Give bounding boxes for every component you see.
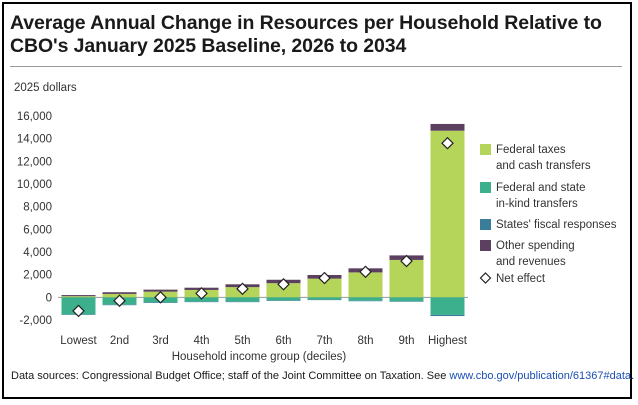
x-tick-label: Lowest (60, 335, 97, 347)
x-tick-label: 4th (194, 335, 210, 347)
legend-swatch (480, 240, 491, 251)
x-tick-label: Highest (428, 335, 468, 347)
x-tick-label: 9th (399, 335, 415, 347)
x-tick-label: 2nd (110, 335, 129, 347)
bar-segment (348, 300, 383, 302)
net-effect-marker (277, 277, 290, 291)
y-tick-label: 8,000 (23, 202, 52, 214)
legend-swatch (480, 144, 491, 155)
bar-segment (61, 295, 96, 297)
bar-segment (307, 297, 342, 300)
y-tick-label: 2,000 (23, 270, 52, 282)
y-tick-label: 12,000 (17, 156, 52, 168)
bar-segment (430, 314, 465, 317)
y-tick-label: 6,000 (23, 224, 52, 236)
bar-segment (430, 123, 465, 131)
footer-sources: Data sources: Congressional Budget Offic… (11, 370, 634, 382)
bar-segment (61, 296, 96, 298)
bar-segment (266, 297, 301, 301)
footer-text: Data sources: Congressional Budget Offic… (11, 370, 450, 382)
legend-label: and cash transfers (496, 160, 591, 172)
x-tick-label: 5th (235, 335, 251, 347)
bar-segment (389, 297, 424, 302)
y-tick-label: 16,000 (17, 111, 52, 123)
bar-segment (348, 297, 383, 301)
footer-end: . (631, 370, 635, 382)
bar-segment (307, 299, 342, 301)
net-effect-marker (400, 254, 413, 268)
chart-title: Average Annual Change in Resources per H… (10, 12, 602, 57)
legend-label: in-kind transfers (496, 198, 578, 210)
bar-segment (307, 278, 342, 298)
legend-net-effect-marker (479, 272, 492, 284)
bar-segment (184, 301, 219, 303)
x-tick-label: 6th (276, 335, 292, 347)
x-tick-label: 3rd (152, 335, 169, 347)
net-effect-marker (72, 304, 85, 318)
legend-swatch (480, 219, 491, 230)
net-effect-marker (236, 282, 249, 296)
bar-segment (225, 297, 260, 302)
unit-label: 2025 dollars (14, 82, 77, 94)
y-tick-label: 10,000 (17, 179, 52, 191)
net-effect-marker (359, 265, 372, 279)
net-effect-marker (113, 294, 126, 308)
bar-segment (430, 297, 465, 315)
bar-segment (430, 130, 465, 298)
legend-label: States' fiscal responses (496, 219, 617, 231)
net-effect-marker (154, 290, 167, 304)
y-tick-label: 14,000 (17, 134, 52, 146)
net-effect-marker (441, 136, 454, 150)
legend-label: and revenues (496, 256, 566, 268)
title-divider (10, 66, 622, 67)
legend-swatch (480, 182, 491, 193)
y-tick-label: 4,000 (23, 247, 52, 259)
footer-link[interactable]: www.cbo.gov/publication/61367#data (449, 370, 632, 382)
legend-label: Federal and state (496, 182, 586, 194)
x-axis-label: Household income group (deciles) (172, 351, 347, 363)
x-tick-label: 8th (358, 335, 374, 347)
y-tick-label: -2,000 (19, 315, 52, 327)
x-tick-label: 7th (317, 335, 333, 347)
legend-label: Net effect (496, 273, 546, 285)
net-effect-marker (318, 271, 331, 285)
bar-segment (102, 292, 137, 294)
bar-segment (143, 289, 178, 292)
bar-segment (225, 301, 260, 303)
net-effect-marker (195, 287, 208, 300)
bar-segment (389, 301, 424, 302)
chart-frame (2, 2, 632, 399)
legend-label: Federal taxes (496, 144, 566, 156)
legend-label: Other spending (496, 240, 575, 252)
bar-segment (266, 300, 301, 301)
y-tick-label: 0 (46, 292, 52, 304)
